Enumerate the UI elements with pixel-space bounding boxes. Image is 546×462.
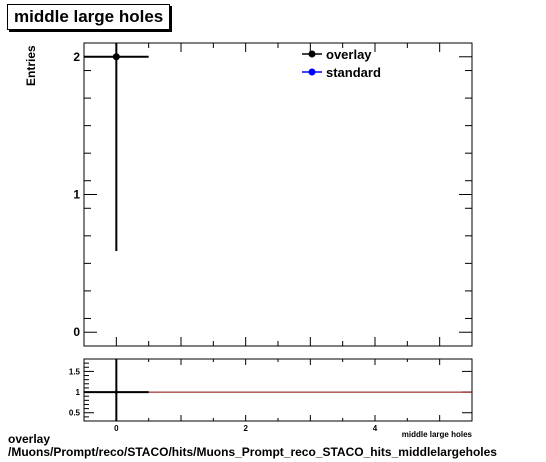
ratio-x-tick-label: 2 [243, 424, 248, 433]
y-tick-label: 0 [73, 325, 80, 339]
footer-line-1: overlay [8, 432, 51, 446]
ratio-x-tick-label: 0 [114, 424, 119, 433]
ratio-y-tick-label: 1.5 [69, 367, 81, 376]
data-point [112, 53, 120, 61]
legend-marker [308, 50, 316, 58]
footer-line-2: /Muons/Prompt/reco/STACO/hits/Muons_Prom… [8, 445, 497, 459]
y-axis-label: Entries [24, 45, 38, 86]
y-tick-label: 2 [73, 50, 80, 64]
chart-title: middle large holes [7, 4, 171, 30]
legend-entry: standard [326, 65, 381, 80]
ratio-plot-frame: 0.5 1 1.5 0 2 4 middle large holes [69, 358, 473, 439]
ratio-x-axis-label: middle large holes [402, 430, 473, 439]
main-plot-frame: 0 1 2 [73, 42, 473, 347]
legend: overlay standard [302, 47, 381, 80]
ratio-plot-border [83, 358, 473, 422]
ratio-y-tick-label: 1 [76, 388, 81, 397]
legend-marker [308, 68, 316, 76]
ratio-x-tick-label: 4 [373, 424, 378, 433]
ratio-data-point [114, 390, 118, 394]
main-plot-border [83, 42, 473, 347]
y-tick-label: 1 [73, 188, 80, 202]
legend-entry: overlay [326, 47, 372, 62]
ratio-y-tick-label: 0.5 [69, 409, 81, 418]
